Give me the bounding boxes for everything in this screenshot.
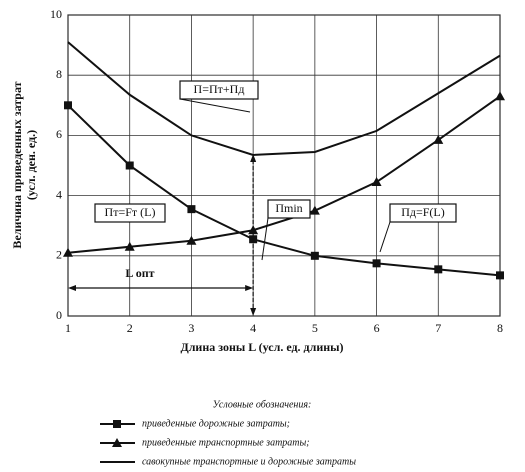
legend-label: приведенные дорожные затраты; — [142, 418, 290, 429]
marker — [125, 161, 134, 170]
marker — [371, 177, 382, 187]
x-tick-label: 4 — [250, 321, 256, 335]
y-axis-label: (усл. ден. ед.) — [24, 130, 38, 200]
legend-label: савокупные транспортные и дорожные затра… — [142, 456, 356, 467]
marker — [187, 205, 196, 214]
y-axis-label: Величина приведенных затрат — [10, 81, 24, 248]
marker — [433, 134, 444, 144]
marker — [64, 101, 72, 110]
x-tick-label: 5 — [312, 321, 318, 335]
marker — [63, 247, 73, 257]
legend-marker — [112, 438, 122, 447]
legend-marker — [113, 420, 121, 428]
legend-label: приведенные транспортные затраты; — [142, 437, 310, 448]
annotation-box — [94, 203, 166, 223]
arrow-head — [250, 154, 257, 162]
x-tick-label: 3 — [188, 321, 194, 335]
marker — [434, 265, 443, 274]
series-line — [67, 41, 501, 156]
y-tick-label: 2 — [56, 248, 62, 262]
y-tick-label: 4 — [56, 187, 62, 201]
arrow-head — [68, 285, 76, 291]
y-tick-label: 8 — [56, 67, 62, 81]
annotation: П=Пт+Пд — [194, 82, 245, 96]
arrow-head — [245, 285, 254, 291]
annotation-box — [267, 199, 311, 219]
x-tick-label: 6 — [374, 321, 380, 335]
x-tick-label: 2 — [127, 321, 133, 335]
legend-title: Условные обозначения: — [213, 399, 312, 410]
series-line — [67, 95, 501, 254]
marker — [495, 91, 505, 101]
marker — [310, 251, 319, 260]
annotation-box — [179, 80, 259, 100]
x-tick-label: 8 — [497, 321, 503, 335]
x-tick-label: 7 — [435, 321, 441, 335]
x-axis-label: Длина зоны L (усл. ед. длины) — [180, 340, 343, 354]
y-tick-label: 0 — [56, 308, 62, 322]
marker — [186, 235, 197, 245]
marker — [309, 205, 320, 215]
marker — [372, 259, 381, 268]
y-tick-label: 6 — [56, 127, 62, 141]
annotation: Пт=Fт (L) — [105, 205, 156, 219]
series-line — [67, 104, 501, 277]
x-tick-label: 1 — [65, 321, 71, 335]
y-tick-label: 10 — [50, 7, 62, 21]
leader-line — [379, 221, 391, 253]
marker — [124, 241, 135, 251]
leader-line — [261, 217, 269, 261]
annotation: Пд=F(L) — [401, 205, 445, 219]
annotation-box — [389, 203, 457, 223]
annotation: Пmin — [275, 201, 302, 215]
leader-line — [179, 98, 251, 113]
marker — [496, 271, 504, 280]
annotation: L опт — [125, 266, 154, 280]
arrow-head — [250, 308, 257, 316]
